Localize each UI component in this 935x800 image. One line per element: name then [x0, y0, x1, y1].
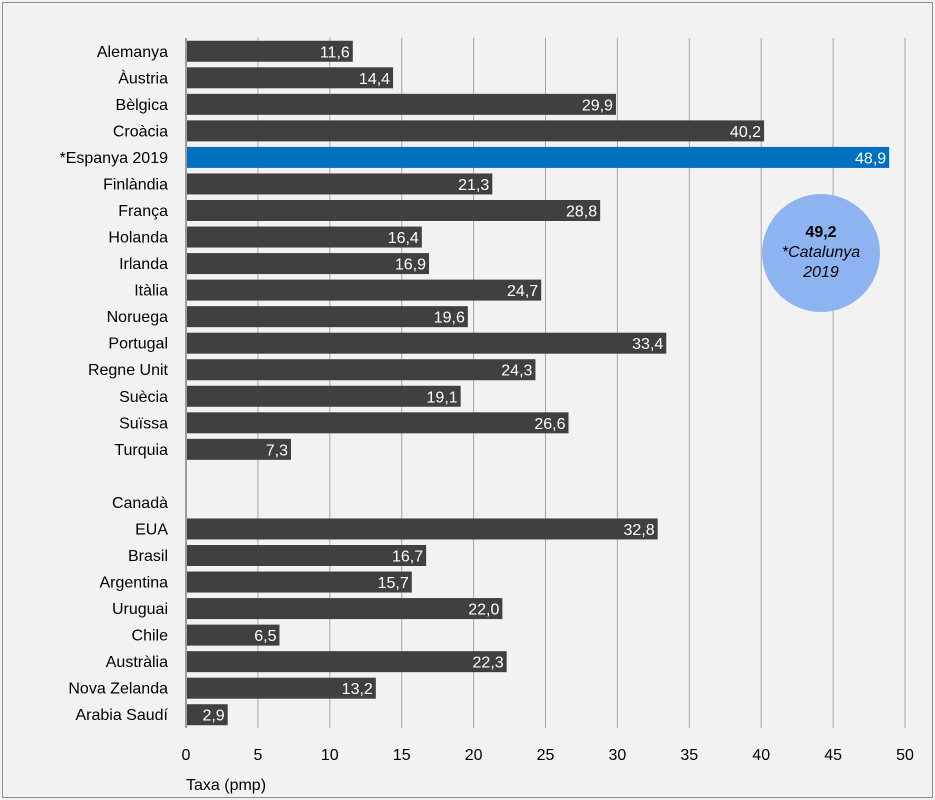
category-label: Austràlia [106, 654, 168, 671]
x-tick-label: 25 [537, 747, 555, 764]
data-label: 48,9 [855, 150, 886, 167]
bar [187, 704, 228, 726]
bar [187, 120, 765, 142]
bar [187, 67, 394, 89]
x-tick-label: 45 [824, 747, 842, 764]
data-label: 15,7 [378, 575, 409, 592]
x-axis-title: Taxa (pmp) [186, 777, 266, 794]
x-tick-label: 50 [896, 747, 914, 764]
callout-value: 49,2 [805, 224, 837, 241]
bar [187, 385, 461, 407]
bar [187, 518, 658, 540]
bar [187, 438, 291, 460]
category-label: Portugal [108, 336, 168, 353]
x-tick-label: 15 [393, 747, 411, 764]
bar [187, 253, 430, 275]
data-label: 40,2 [730, 124, 761, 141]
data-label: 24,7 [507, 283, 538, 300]
callout-label: *Catalunya 2019 [781, 244, 861, 281]
x-tick-label: 0 [182, 747, 191, 764]
category-label: Suïssa [119, 415, 168, 432]
bar [187, 651, 507, 673]
data-label: 33,4 [632, 336, 663, 353]
catalunya-callout: 49,2 *Catalunya 2019 [762, 194, 880, 312]
bar [187, 173, 493, 195]
x-tick-label: 30 [609, 747, 627, 764]
data-label: 16,4 [388, 230, 419, 247]
data-label: 13,2 [342, 681, 373, 698]
category-label: Argentina [100, 575, 169, 592]
data-label: 6,5 [254, 628, 276, 645]
bar [187, 279, 542, 301]
x-tick-label: 20 [465, 747, 483, 764]
bar [187, 412, 569, 434]
category-label: Itàlia [134, 283, 168, 300]
category-label: Bèlgica [116, 97, 169, 114]
category-label: Alemanya [97, 44, 168, 61]
data-label: 21,3 [458, 177, 489, 194]
x-tick-label: 35 [680, 747, 698, 764]
category-label: Arabia Saudí [75, 707, 168, 724]
category-label: Suècia [119, 389, 168, 406]
category-label: Holanda [108, 230, 168, 247]
category-label: Turquia [114, 442, 168, 459]
bar [187, 226, 422, 248]
data-label: 16,9 [395, 257, 426, 274]
x-tick-label: 5 [253, 747, 262, 764]
category-label: Irlanda [119, 256, 168, 273]
category-label: *Espanya 2019 [59, 150, 168, 167]
data-label: 14,4 [359, 71, 390, 88]
category-label: Chile [132, 628, 169, 645]
bar [187, 93, 616, 115]
bar [187, 624, 280, 646]
data-label: 24,3 [501, 363, 532, 380]
data-label: 19,1 [427, 389, 458, 406]
data-label: 22,0 [468, 602, 499, 619]
category-label: Finlàndia [103, 176, 168, 193]
category-label: Regne Unit [88, 362, 169, 379]
data-label: 19,6 [434, 310, 465, 327]
category-label: Noruega [107, 309, 168, 326]
category-label: Àustria [118, 68, 168, 87]
category-label: Croàcia [113, 123, 168, 140]
data-label: 28,8 [566, 204, 597, 221]
data-label: 2,9 [202, 708, 224, 725]
category-label: Nova Zelanda [68, 681, 168, 698]
bar [187, 332, 667, 354]
bar [187, 598, 503, 620]
bar [187, 545, 427, 566]
category-label: EUA [135, 521, 168, 538]
bar [187, 306, 468, 328]
bar [187, 359, 536, 381]
data-label: 7,3 [266, 442, 288, 459]
bar [187, 146, 890, 168]
data-label: 22,3 [473, 655, 504, 672]
data-label: 11,6 [320, 44, 350, 61]
x-tick-label: 10 [321, 747, 339, 764]
category-label: França [118, 203, 168, 220]
data-label: 29,9 [582, 97, 613, 114]
category-label: Brasil [128, 548, 168, 565]
bar [187, 571, 412, 593]
data-label: 26,6 [534, 416, 565, 433]
x-tick-label: 40 [752, 747, 770, 764]
data-label: 32,8 [624, 522, 655, 539]
category-label: Canadà [112, 495, 168, 512]
bar [187, 200, 601, 221]
data-label: 16,7 [392, 549, 423, 566]
bar [187, 677, 376, 699]
category-label: Uruguai [112, 601, 168, 618]
bar [187, 40, 353, 62]
